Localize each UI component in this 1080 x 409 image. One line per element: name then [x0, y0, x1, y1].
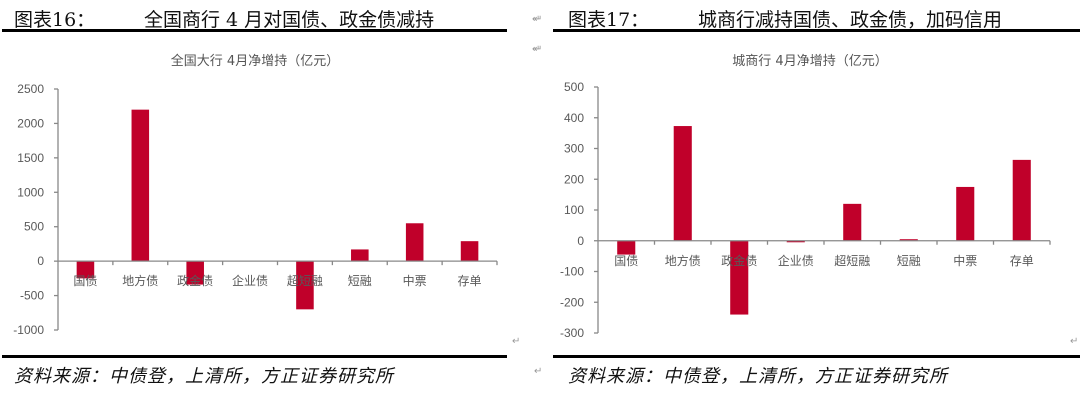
- figure-17-top-rule: [553, 29, 1080, 32]
- figure-17-title: 城商行减持国债、政金债，加码信用: [698, 9, 1003, 31]
- figure-16-bottom-rule: [2, 355, 507, 358]
- figure-17-panel: 图表17： 城商行减持国债、政金债，加码信用 城商行 4月净增持（亿元） -30…: [534, 0, 1080, 409]
- y-tick-label: 1500: [17, 151, 44, 165]
- y-tick-label: 100: [564, 203, 584, 217]
- bar-地方债: [673, 126, 692, 241]
- bar-企业债: [786, 240, 805, 243]
- bar-短融: [351, 249, 369, 262]
- paragraph-mark-icon: ↵: [512, 336, 521, 347]
- bar-短融: [899, 239, 918, 241]
- x-tick-label: 短融: [348, 274, 372, 288]
- figure-16-source: 资料来源：中债登，上清所，方正证券研究所: [14, 366, 394, 387]
- y-tick-label: 2500: [17, 82, 44, 96]
- bar-政金债: [186, 261, 204, 285]
- bar-政金债: [730, 240, 749, 315]
- y-tick-label: -100: [560, 265, 584, 279]
- bar-中票: [405, 223, 424, 262]
- bar-超短融: [296, 261, 314, 310]
- figure-16-panel: 图表16： 全国商行 4 月对国债、政金债减持 全国大行 4月净增持（亿元） -…: [2, 9, 541, 387]
- x-tick-label: 中票: [403, 273, 427, 288]
- paragraph-mark-icon: ↵: [534, 14, 543, 25]
- bar-超短融: [843, 203, 862, 241]
- bar-国债: [617, 240, 636, 255]
- bar-国债: [76, 261, 95, 279]
- y-tick-label: 400: [564, 111, 584, 125]
- bar-存单: [1012, 159, 1031, 241]
- x-tick-label: 国债: [614, 254, 638, 268]
- paragraph-mark-icon: ↵: [532, 14, 541, 25]
- paragraph-mark-icon: ↵: [1070, 336, 1079, 347]
- x-tick-label: 存单: [1010, 254, 1034, 268]
- y-tick-label: 500: [564, 80, 584, 94]
- x-tick-label: 中票: [953, 253, 977, 268]
- figure-16-top-rule: [2, 29, 507, 32]
- figure-17-label: 图表17：: [568, 9, 650, 31]
- x-tick-label: 企业债: [232, 273, 268, 288]
- figure-17-source: 资料来源：中债登，上清所，方正证券研究所: [568, 366, 948, 387]
- y-tick-label: -200: [560, 295, 584, 309]
- bar-中票: [956, 186, 975, 241]
- y-tick-label: 2000: [17, 116, 44, 130]
- y-tick-label: -1000: [13, 323, 44, 337]
- y-tick-label: 500: [24, 220, 44, 234]
- y-tick-label: -500: [20, 289, 44, 303]
- figure-17-bottom-rule: [553, 355, 1080, 358]
- figure-16-label: 图表16：: [14, 9, 96, 31]
- x-tick-label: 超短融: [287, 273, 323, 288]
- paragraph-mark-icon: ↵: [534, 366, 543, 377]
- x-tick-label: 政金债: [177, 273, 213, 288]
- chart-17-title: 城商行 4月净增持（亿元）: [732, 54, 888, 69]
- x-tick-label: 超短融: [834, 253, 870, 268]
- chart-16-plot: -1000 -500 0 500 1000 1500 2000 2500 国债 地方债 政金债 企业债…: [13, 82, 498, 337]
- bar-地方债: [131, 109, 150, 262]
- y-tick-label: 0: [37, 254, 44, 268]
- x-tick-label: 政金债: [721, 253, 757, 268]
- x-tick-label: 地方债: [665, 253, 701, 268]
- x-tick-label: 国债: [73, 274, 97, 288]
- y-tick-label: -300: [560, 326, 584, 340]
- y-tick-label: 1000: [17, 185, 44, 199]
- paragraph-mark-icon: ↵: [534, 44, 543, 55]
- figure-16-title: 全国商行 4 月对国债、政金债减持: [144, 9, 435, 31]
- bar-存单: [460, 241, 479, 262]
- x-tick-label: 企业债: [778, 253, 814, 268]
- chart-16-title: 全国大行 4月净增持（亿元）: [170, 54, 340, 69]
- chart-17-plot: -300 -200 -100 0 100 200 300 400 500 国债 地方债 政金债 企业债 超…: [560, 80, 1051, 340]
- y-tick-label: 200: [564, 172, 584, 186]
- y-tick-label: 300: [564, 142, 584, 156]
- x-tick-label: 短融: [897, 254, 921, 268]
- y-tick-label: 0: [577, 234, 584, 248]
- x-tick-label: 存单: [458, 274, 482, 288]
- paragraph-mark-icon: ↵: [532, 44, 541, 55]
- x-tick-label: 地方债: [122, 273, 158, 288]
